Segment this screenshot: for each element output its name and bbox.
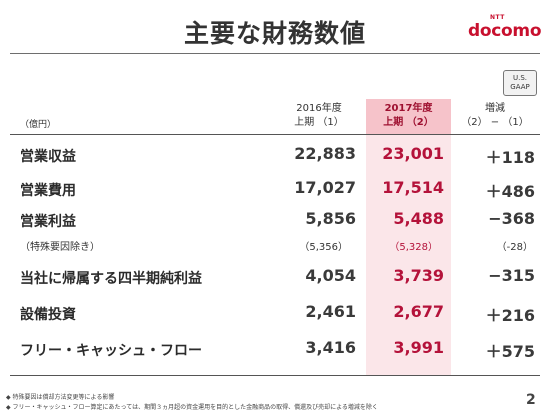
value-2017-capital-expenditures: 2,677 <box>393 302 444 321</box>
value-2016-excluding-special-factors: （5,356） <box>299 242 348 253</box>
row-label-operating-expenses: 営業費用 <box>20 183 76 199</box>
footnote-special-factors: ◆ 特殊要因は償却方法変更等による影響 <box>6 394 115 401</box>
page-title: 主要な財務数値 <box>183 19 366 48</box>
header-col-change-label: 増減 <box>485 103 505 114</box>
change-net-income: −315 <box>488 266 535 285</box>
value-2017-excluding-special-factors: （5,328） <box>389 242 438 253</box>
badge-line-1: U.S. <box>512 74 528 82</box>
change-operating-revenue: ＋118 <box>485 148 535 167</box>
logo-ntt-text: NTT <box>490 14 505 21</box>
header-col-2017-year: 2017年度 <box>384 103 433 114</box>
row-label-free-cash-flow: フリー・キャッシュ・フロー <box>20 343 202 359</box>
value-2016-operating-revenue: 22,883 <box>294 144 356 163</box>
value-2016-capital-expenditures: 2,461 <box>305 302 356 321</box>
change-operating-income: −368 <box>488 209 535 228</box>
value-2016-operating-income: 5,856 <box>305 209 356 228</box>
value-2017-operating-expenses: 17,514 <box>382 178 444 197</box>
value-2017-operating-income: 5,488 <box>393 209 444 228</box>
row-label-capital-expenditures: 設備投資 <box>20 307 76 323</box>
unit-label: （億円） <box>20 120 57 130</box>
logo-wordmark: docomo <box>468 21 542 41</box>
header-col-change: 増減 （2） − （1） <box>455 102 535 130</box>
header-divider <box>10 134 540 135</box>
value-2016-operating-expenses: 17,027 <box>294 178 356 197</box>
row-label-excluding-special-factors: （特殊要因除き） <box>20 242 100 253</box>
value-2016-net-income: 4,054 <box>305 266 356 285</box>
header-col-2017: 2017年度 上期 （2） <box>366 102 451 130</box>
footnote-free-cash-flow: ◆ フリー・キャッシュ・フロー算定にあたっては、期間３ヵ月超の資金運用を目的とし… <box>6 404 378 411</box>
value-2017-operating-revenue: 23,001 <box>382 144 444 163</box>
table-bottom-divider <box>10 375 540 376</box>
change-operating-expenses: ＋486 <box>485 182 535 201</box>
highlight-header <box>366 99 451 134</box>
row-label-operating-revenue: 営業収益 <box>20 149 76 165</box>
value-2017-net-income: 3,739 <box>393 266 444 285</box>
header-col-change-formula: （2） − （1） <box>461 117 529 128</box>
row-label-operating-income: 営業利益 <box>20 214 76 230</box>
change-free-cash-flow: ＋575 <box>485 342 535 361</box>
header-col-2016-period: 上期 （1） <box>294 117 344 128</box>
us-gaap-badge: U.S. GAAP <box>503 70 537 96</box>
header-col-2016: 2016年度 上期 （1） <box>276 102 362 130</box>
change-capital-expenditures: ＋216 <box>485 306 535 325</box>
badge-line-2: GAAP <box>510 83 530 91</box>
header-col-2017-period: 上期 （2） <box>383 117 434 128</box>
header-col-2016-year: 2016年度 <box>296 103 342 114</box>
page-number: 2 <box>526 392 536 408</box>
title-divider <box>10 53 540 54</box>
docomo-logo: NTT docomo <box>468 14 542 44</box>
value-2016-free-cash-flow: 3,416 <box>305 338 356 357</box>
value-2017-free-cash-flow: 3,991 <box>393 338 444 357</box>
change-excluding-special-factors: （-28） <box>496 242 533 253</box>
highlight-column <box>366 99 451 375</box>
row-label-net-income: 当社に帰属する四半期純利益 <box>20 271 202 287</box>
